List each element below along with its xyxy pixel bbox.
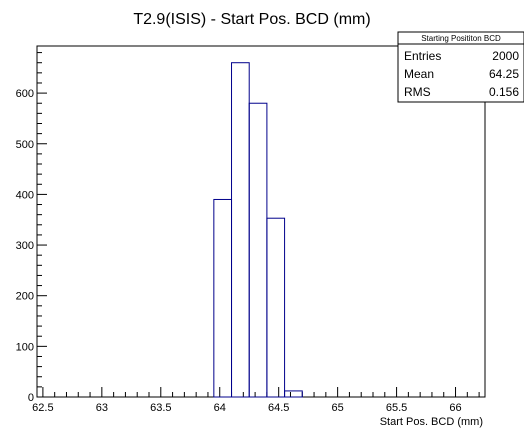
chart-title: T2.9(ISIS) - Start Pos. BCD (mm) [133,11,370,28]
stats-rms-value: 0.156 [489,85,519,99]
y-tick-label: 300 [16,240,34,252]
histogram-bar [266,217,286,398]
x-axis-title: Start Pos. BCD (mm) [380,416,483,428]
x-tick-label: 66 [449,402,461,414]
stats-entries-value: 2000 [492,49,519,63]
y-tick-label: 500 [16,139,34,151]
stats-box-title: Starting Posititon BCD [421,34,501,43]
histogram-bar [231,62,250,398]
x-axis: 62.5 63 63.5 64 64.5 65 65.5 66 [32,387,480,414]
x-tick-label: 65.5 [386,402,407,414]
histogram-bar [284,390,303,398]
stats-mean-value: 64.25 [489,67,519,81]
x-tick-label: 63 [96,402,108,414]
stats-box: Starting Posititon BCD Entries 2000 Mean… [397,31,524,103]
y-tick-label: 0 [28,392,34,404]
x-tick-label: 63.5 [150,402,171,414]
x-tick-label: 65 [332,402,344,414]
y-tick-label: 200 [16,291,34,303]
stats-mean-label: Mean [404,67,434,81]
stats-rms-label: RMS [404,85,431,99]
y-tick-label: 400 [16,189,34,201]
histogram-bars [213,62,303,398]
histogram-bar [248,102,268,398]
x-tick-label: 64.5 [268,402,289,414]
y-tick-label: 600 [16,88,34,100]
histogram-bar [213,198,233,398]
x-tick-label: 64 [214,402,226,414]
x-tick-label: 62.5 [32,402,53,414]
stats-entries-label: Entries [404,49,441,63]
y-tick-label: 100 [16,341,34,353]
y-axis: 0 100 200 300 400 500 600 [16,52,47,404]
